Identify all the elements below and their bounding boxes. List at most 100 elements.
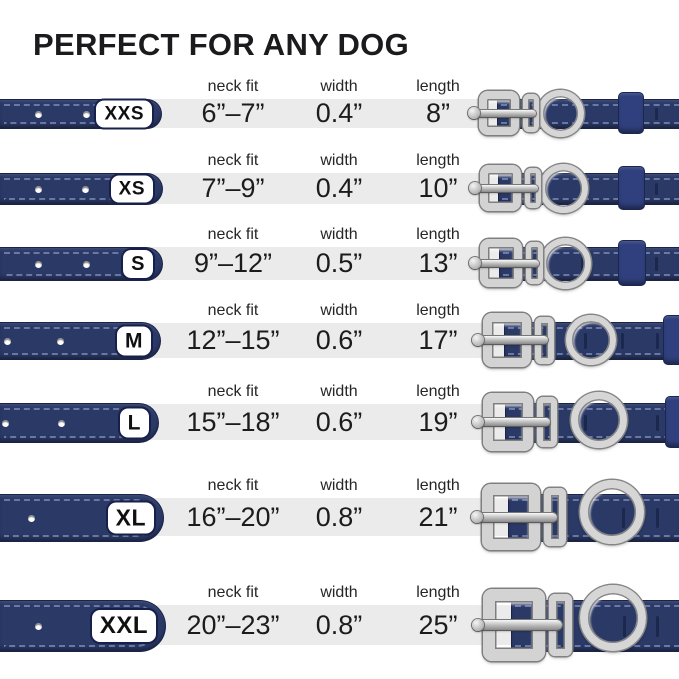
collar-hole xyxy=(83,260,90,268)
collar-strap-left: M xyxy=(0,322,161,360)
collar-strap-left: XXS xyxy=(0,98,162,130)
collar-hole xyxy=(35,622,42,630)
column-header-neck-fit: neck fit xyxy=(207,151,259,169)
stitching xyxy=(4,252,155,276)
column-header-length: length xyxy=(416,584,460,601)
metal-d-ring-icon xyxy=(580,480,644,544)
collar-strap-left: XXL xyxy=(0,600,166,652)
column-header-width: width xyxy=(320,383,358,400)
width-value: 0.5” xyxy=(315,248,363,278)
buckle-prong-icon xyxy=(475,259,539,267)
collar-hole xyxy=(35,260,42,268)
column-header-width: width xyxy=(320,151,358,169)
neck-fit-value: 20”–23” xyxy=(186,610,280,640)
stitch-mark xyxy=(656,615,660,637)
column-header-length: length xyxy=(416,151,460,169)
neck-fit-value: 12”–15” xyxy=(186,325,280,355)
page-title: PERFECT FOR ANY DOG xyxy=(33,27,410,62)
stitching xyxy=(4,178,155,200)
buckle-prong-icon xyxy=(474,109,536,117)
stitch-mark xyxy=(654,257,658,271)
neck-fit-value: 6”–7” xyxy=(201,98,265,128)
metal-d-ring-icon xyxy=(540,237,591,289)
buckle-prong-icon xyxy=(477,512,557,522)
length-value: 10” xyxy=(418,173,458,203)
buckle-pivot-icon xyxy=(472,619,484,631)
length-value: 8” xyxy=(425,98,451,128)
size-badge: XS xyxy=(108,173,155,205)
stitching xyxy=(4,499,156,537)
stitch-mark xyxy=(654,182,658,196)
column-header-length: length xyxy=(416,301,460,319)
stitching xyxy=(503,252,679,276)
collar-hole xyxy=(35,185,42,193)
width-value: 0.8” xyxy=(315,610,363,640)
column-header-width: width xyxy=(320,77,358,95)
collar-hole xyxy=(35,110,42,118)
column-header-width: width xyxy=(320,225,358,243)
buckle-pivot-icon xyxy=(471,511,483,523)
collar-strap-left: S xyxy=(0,247,163,281)
column-header-neck-fit: neck fit xyxy=(207,584,259,601)
collar-strap-left: XL xyxy=(0,494,164,542)
stitch-mark xyxy=(655,333,659,349)
length-value: 17” xyxy=(418,325,458,355)
buckle-pivot-icon xyxy=(468,107,480,119)
size-badge: S xyxy=(121,248,155,280)
stitch-mark xyxy=(620,333,624,349)
stitch-mark xyxy=(654,108,658,120)
collar-hole xyxy=(57,337,64,345)
size-badge: L xyxy=(117,406,151,440)
buckle-pivot-icon xyxy=(469,257,481,269)
column-header-width: width xyxy=(320,584,358,601)
width-value: 0.6” xyxy=(315,325,363,355)
stitching xyxy=(4,408,151,438)
width-value: 0.8” xyxy=(315,502,363,532)
stitching xyxy=(501,104,679,124)
column-header-length: length xyxy=(416,225,460,243)
length-value: 25” xyxy=(418,610,458,640)
collar-keeper-band xyxy=(619,167,644,209)
size-badge: XXL xyxy=(89,608,158,644)
width-value: 0.6” xyxy=(315,407,363,437)
buckle-prong-icon xyxy=(475,184,538,192)
buckle-pivot-icon xyxy=(469,182,481,194)
size-badge: M xyxy=(115,324,153,358)
stitch-mark xyxy=(656,508,660,528)
column-header-neck-fit: neck fit xyxy=(207,383,259,400)
column-header-neck-fit: neck fit xyxy=(207,477,259,494)
length-value: 13” xyxy=(418,248,458,278)
stitching xyxy=(4,327,153,355)
collar-hole xyxy=(2,419,9,427)
stitching xyxy=(4,104,154,124)
collar-keeper-band xyxy=(619,241,645,285)
neck-fit-value: 16”–20” xyxy=(186,502,280,532)
metal-d-ring-icon xyxy=(539,163,588,213)
buckle-prong-icon xyxy=(478,336,548,344)
buckle-prong-icon xyxy=(478,418,550,426)
stitching xyxy=(502,178,679,200)
width-value: 0.4” xyxy=(315,98,363,128)
column-header-neck-fit: neck fit xyxy=(207,301,259,319)
collar-hole xyxy=(58,419,65,427)
buckle-pivot-icon xyxy=(472,416,484,428)
column-header-width: width xyxy=(320,477,358,494)
buckle-prong-icon xyxy=(478,620,562,630)
stitch-mark xyxy=(655,415,659,431)
collar-hole xyxy=(83,110,90,118)
metal-d-ring-icon xyxy=(580,585,646,651)
size-badge: XL xyxy=(105,500,156,536)
length-value: 19” xyxy=(418,407,458,437)
metal-d-ring-icon xyxy=(537,89,584,137)
buckle-pivot-icon xyxy=(472,334,484,346)
collar-keeper-band xyxy=(664,316,679,364)
stitching xyxy=(4,605,158,647)
collar-hole xyxy=(28,514,35,522)
metal-d-ring-icon xyxy=(571,392,627,448)
metal-d-ring-icon xyxy=(566,315,616,365)
collar-strap-left: XS xyxy=(0,173,163,205)
column-header-length: length xyxy=(416,477,460,494)
collar-strap-left: L xyxy=(0,403,159,443)
neck-fit-value: 7”–9” xyxy=(201,173,265,203)
